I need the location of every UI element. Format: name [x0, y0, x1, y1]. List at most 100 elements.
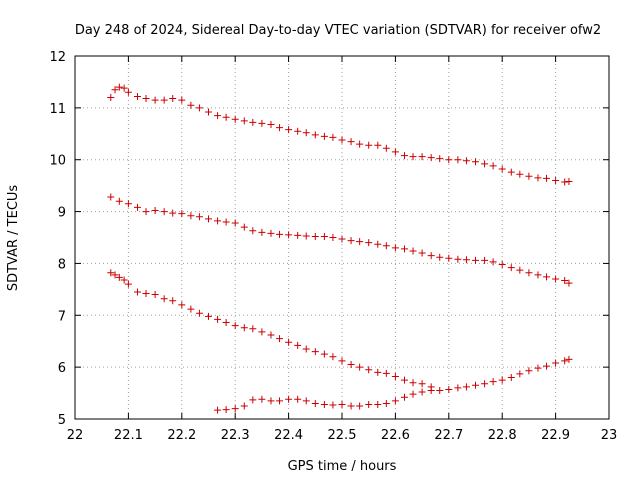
data-point	[462, 157, 470, 165]
data-point	[258, 228, 266, 236]
data-point	[320, 400, 328, 408]
data-point	[178, 210, 186, 218]
data-point	[365, 141, 373, 149]
data-point	[222, 218, 230, 226]
data-point	[222, 319, 230, 327]
data-point	[249, 118, 257, 126]
data-point	[142, 95, 150, 103]
data-point	[240, 223, 248, 231]
data-point	[445, 385, 453, 393]
x-tick-label: 22.2	[167, 428, 196, 443]
x-tick-label: 22.9	[541, 428, 570, 443]
data-point	[409, 247, 417, 255]
data-point	[302, 232, 310, 240]
data-point	[205, 108, 212, 116]
data-point	[552, 176, 560, 184]
x-tick-label: 22.1	[114, 428, 143, 443]
data-point	[276, 124, 284, 132]
data-point	[356, 140, 364, 148]
data-point	[240, 402, 248, 410]
data-point	[115, 197, 123, 205]
data-point	[222, 406, 230, 414]
data-point	[311, 131, 319, 139]
data-point	[565, 355, 573, 363]
x-tick-label: 22	[67, 428, 84, 443]
data-point	[481, 380, 489, 388]
data-point	[115, 83, 123, 91]
y-tick-label: 8	[58, 257, 66, 272]
data-point	[489, 258, 497, 266]
data-point	[302, 397, 310, 405]
data-point	[543, 273, 551, 281]
data-point	[311, 348, 319, 356]
data-point	[249, 227, 257, 235]
x-tick-label: 22.7	[434, 428, 463, 443]
x-tick-label: 23	[601, 428, 618, 443]
data-point	[142, 290, 150, 298]
data-point	[462, 383, 470, 391]
data-point	[169, 209, 177, 217]
data-point	[258, 328, 266, 336]
data-point	[267, 229, 275, 237]
y-tick-label: 10	[49, 154, 66, 169]
data-point	[436, 253, 444, 261]
series-3	[107, 269, 435, 391]
data-point	[543, 362, 551, 370]
data-point	[133, 203, 141, 211]
data-point	[418, 388, 426, 396]
data-point	[294, 127, 302, 135]
data-point	[507, 168, 515, 176]
data-point	[329, 133, 337, 141]
x-tick-label: 22.6	[381, 428, 410, 443]
y-tick-label: 5	[58, 413, 66, 428]
data-point	[382, 369, 390, 377]
data-point	[187, 212, 195, 220]
data-point	[107, 93, 115, 101]
data-point	[160, 295, 168, 303]
data-point	[320, 350, 328, 358]
data-point	[543, 174, 551, 182]
data-point	[565, 177, 573, 185]
plot-frame	[74, 55, 610, 420]
data-point	[285, 395, 293, 403]
data-point	[382, 399, 390, 407]
data-point	[481, 160, 489, 168]
data-point	[498, 376, 506, 384]
data-point	[481, 256, 489, 264]
data-point	[151, 96, 159, 104]
data-point	[418, 153, 426, 161]
data-point	[107, 269, 115, 277]
data-point	[374, 368, 382, 376]
data-point	[285, 231, 293, 239]
data-point	[285, 338, 293, 346]
data-point	[472, 256, 479, 264]
data-point	[427, 154, 435, 162]
data-point	[169, 95, 177, 103]
tick-layer: 22 22.1 22.2 22.3 22.4 22.5 22.6 22.7 22.8 22.9 23…	[49, 50, 617, 443]
data-point	[391, 148, 399, 156]
data-point	[294, 341, 302, 349]
y-tick-label: 6	[58, 361, 66, 376]
data-point	[516, 266, 524, 274]
data-point	[214, 315, 222, 323]
data-point	[151, 291, 159, 299]
data-point	[258, 119, 266, 127]
data-point	[347, 402, 355, 410]
data-point	[276, 335, 284, 343]
data-point	[231, 115, 239, 123]
data-point	[338, 235, 346, 243]
data-point	[445, 156, 453, 164]
data-point	[516, 370, 524, 378]
data-point	[565, 279, 573, 287]
data-point	[311, 399, 319, 407]
data-point	[534, 271, 542, 279]
data-point	[311, 232, 319, 240]
data-point	[561, 277, 569, 285]
data-point	[294, 395, 302, 403]
data-point	[347, 138, 355, 146]
data-point	[214, 112, 222, 120]
data-point	[418, 249, 426, 257]
y-axis-label: SDTVAR / TECUs	[6, 185, 21, 292]
data-point	[124, 200, 132, 208]
data-point	[391, 244, 399, 252]
